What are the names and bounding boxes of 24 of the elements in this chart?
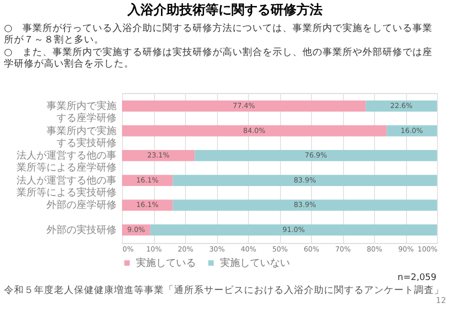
bar: [172, 200, 437, 211]
chart-title: 入浴介助技術等に関する研修方法: [126, 2, 323, 18]
bar: [122, 150, 195, 162]
bar: [150, 224, 437, 236]
bar: [172, 174, 437, 186]
text: 令和５年度老人保健健康増進等事業「通所系サービスにおける入浴介助に関するアンケート調査」: [4, 284, 444, 296]
text: ○ 事業所が行っている入浴介助に関する研修方法については、事業所内で実施をしている事業所が７～８割と多い。: [4, 22, 432, 46]
bar: [122, 125, 387, 136]
legend-label: 実施していない: [220, 257, 290, 269]
bar: [194, 150, 437, 162]
y-tick-label: 法人が運営する他の事業所等による実技研修: [16, 174, 116, 198]
bar: [122, 200, 173, 211]
bar: [386, 125, 437, 136]
text: 12: [436, 296, 446, 305]
bar: [122, 100, 366, 112]
text: ○ また、事業所内で実施する研修は実技研修が高い割合を示し、他の事業所や外部研修では座学研修が高い割合を示した。: [4, 46, 432, 70]
y-tick-label: 外部の実技研修: [46, 224, 116, 236]
bar: [366, 100, 437, 112]
y-tick-label: 法人が運営する他の事業所等による座学研修: [16, 150, 116, 174]
y-tick-label: 外部の座学研修: [46, 199, 116, 212]
y-tick-label: 事業所内で実施する実技研修: [46, 124, 116, 149]
text: n=2,059: [397, 273, 437, 283]
y-tick-label: 事業所内で実施する座学研修: [46, 100, 116, 124]
legend-label: 実施している: [136, 257, 196, 269]
